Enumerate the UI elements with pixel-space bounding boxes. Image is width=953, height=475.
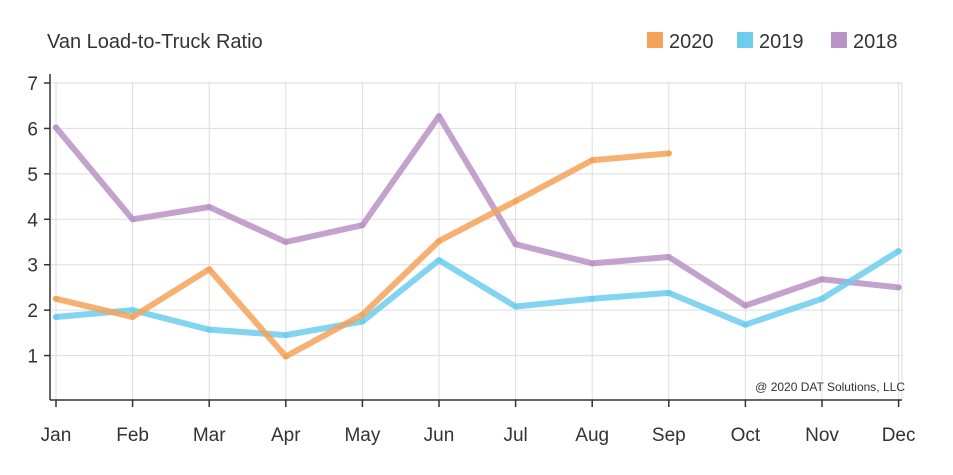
legend-swatch-2018 bbox=[831, 32, 847, 48]
x-tick-label: Jul bbox=[503, 425, 527, 446]
data-point-2020 bbox=[589, 157, 596, 164]
legend-swatch-2019 bbox=[737, 32, 753, 48]
data-point-2019 bbox=[129, 307, 136, 314]
x-tick-label: Nov bbox=[805, 425, 839, 446]
axes: 1 2 3 4 5 6 7 Jan Feb Mar Apr May Jun Jul Aug Sep Oct Nov… bbox=[27, 74, 915, 446]
data-point-2019 bbox=[436, 257, 442, 264]
data-point-2018 bbox=[206, 204, 213, 211]
data-point-2019 bbox=[895, 248, 902, 255]
legend-swatch-2020 bbox=[647, 32, 663, 48]
data-point-2020 bbox=[53, 295, 59, 302]
x-tick-label: Sep bbox=[652, 425, 686, 446]
data-point-2020 bbox=[129, 313, 136, 320]
legend-label-2018: 2018 bbox=[853, 31, 898, 53]
data-point-2018 bbox=[742, 302, 749, 309]
data-point-2018 bbox=[129, 216, 136, 223]
series-line-2019 bbox=[53, 248, 902, 339]
x-tick-label: May bbox=[344, 425, 380, 446]
x-tick-label: Jan bbox=[41, 425, 72, 446]
data-point-2018 bbox=[512, 241, 519, 248]
data-point-2020 bbox=[436, 238, 442, 245]
x-tick-label: Jun bbox=[424, 425, 455, 446]
data-point-2019 bbox=[665, 289, 672, 296]
data-point-2018 bbox=[589, 260, 596, 267]
data-point-2019 bbox=[359, 318, 366, 325]
x-tick-label: Feb bbox=[116, 425, 149, 446]
data-point-2019 bbox=[819, 295, 825, 302]
data-point-2020 bbox=[206, 266, 213, 273]
x-tick-label: Aug bbox=[575, 425, 609, 446]
data-point-2020 bbox=[282, 353, 289, 360]
data-point-2018 bbox=[359, 222, 366, 229]
data-point-2020 bbox=[359, 311, 366, 318]
x-tick-label: Apr bbox=[271, 425, 301, 446]
data-point-2019 bbox=[206, 326, 213, 333]
data-point-2018 bbox=[282, 239, 289, 245]
x-tick-label: Oct bbox=[731, 425, 761, 446]
y-tick-label: 2 bbox=[27, 301, 38, 322]
chart-title: Van Load-to-Truck Ratio bbox=[47, 31, 263, 53]
data-point-2020 bbox=[512, 198, 519, 205]
data-point-2019 bbox=[53, 313, 59, 320]
y-tick-label: 1 bbox=[27, 347, 38, 368]
legend-label-2019: 2019 bbox=[759, 31, 804, 53]
data-point-2019 bbox=[589, 295, 596, 302]
legend: 2020 2019 2018 bbox=[647, 31, 898, 53]
data-point-2018 bbox=[53, 124, 59, 131]
y-tick-label: 5 bbox=[27, 165, 38, 186]
series-lines bbox=[53, 113, 902, 360]
x-tick-label: Mar bbox=[193, 425, 226, 446]
y-tick-label: 4 bbox=[27, 210, 38, 231]
series-line-2018 bbox=[53, 113, 902, 309]
copyright-annotation: @ 2020 DAT Solutions, LLC bbox=[755, 380, 905, 394]
data-point-2018 bbox=[819, 276, 825, 283]
data-point-2018 bbox=[895, 284, 902, 291]
data-point-2019 bbox=[742, 321, 749, 328]
y-tick-label: 3 bbox=[27, 256, 38, 277]
legend-label-2020: 2020 bbox=[669, 31, 714, 53]
x-tick-label: Dec bbox=[882, 425, 916, 446]
y-tick-label: 7 bbox=[27, 74, 38, 95]
grid bbox=[50, 82, 903, 400]
data-point-2019 bbox=[512, 303, 519, 310]
y-tick-label: 6 bbox=[27, 119, 38, 140]
data-point-2020 bbox=[665, 150, 672, 157]
data-point-2019 bbox=[282, 332, 289, 339]
data-point-2018 bbox=[665, 253, 672, 260]
data-point-2018 bbox=[436, 113, 442, 120]
